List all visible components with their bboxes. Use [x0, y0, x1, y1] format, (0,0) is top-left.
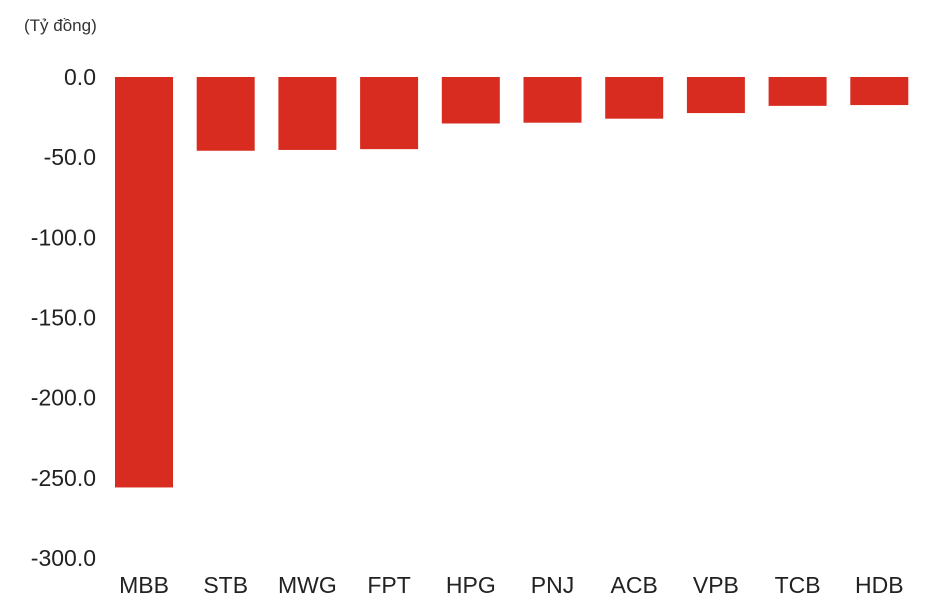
x-tick-label: ACB: [611, 572, 658, 598]
bar: [196, 77, 255, 151]
x-axis-ticks: MBB STB MWG FPT HPG PNJ ACB VPB TCB HDB: [119, 572, 904, 598]
x-tick-label: VPB: [693, 572, 739, 598]
y-tick-label: 0.0: [64, 64, 96, 90]
bar: [115, 77, 173, 488]
y-tick-label: -100.0: [31, 224, 96, 250]
bar: [523, 77, 582, 123]
x-tick-label: TCB: [775, 572, 821, 598]
bar: [768, 77, 827, 106]
bar: [850, 77, 909, 106]
y-tick-label: -150.0: [31, 305, 96, 331]
x-tick-label: FPT: [367, 572, 410, 598]
bars: [115, 77, 909, 488]
bar: [686, 77, 745, 114]
x-tick-label: HDB: [855, 572, 904, 598]
y-tick-label: -200.0: [31, 385, 96, 411]
x-tick-label: STB: [203, 572, 248, 598]
x-tick-label: MBB: [119, 572, 169, 598]
x-tick-label: MWG: [278, 572, 337, 598]
y-axis-ticks: 0.0 -50.0 -100.0 -150.0 -200.0 -250.0 -300.0: [31, 64, 96, 571]
y-tick-label: -250.0: [31, 465, 96, 491]
bar: [605, 77, 664, 119]
y-tick-label: -50.0: [44, 144, 96, 170]
unit-label: (Tỷ đồng): [24, 16, 97, 35]
bar: [441, 77, 500, 124]
bar: [360, 77, 419, 150]
bar: [278, 77, 337, 150]
y-tick-label: -300.0: [31, 545, 96, 571]
x-tick-label: PNJ: [531, 572, 574, 598]
x-tick-label: HPG: [446, 572, 496, 598]
